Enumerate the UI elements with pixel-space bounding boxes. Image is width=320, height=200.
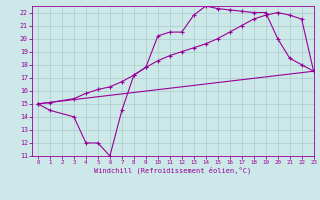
X-axis label: Windchill (Refroidissement éolien,°C): Windchill (Refroidissement éolien,°C): [94, 167, 252, 174]
